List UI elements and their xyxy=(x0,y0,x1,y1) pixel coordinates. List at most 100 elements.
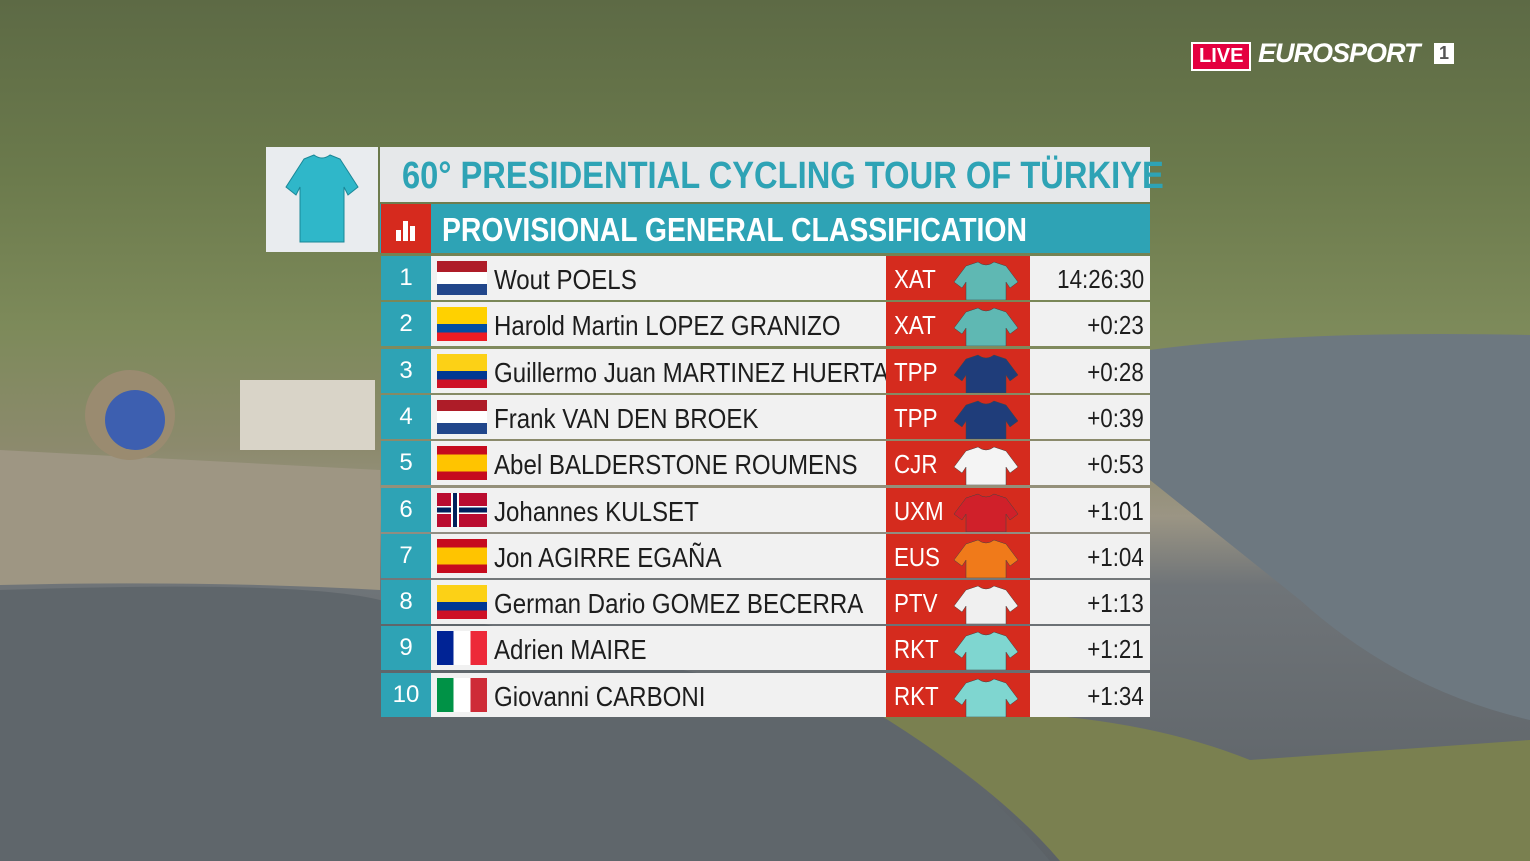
time-cell: +1:13 xyxy=(1030,580,1150,625)
table-row: 1 Wout POELS XAT 14:26:30 xyxy=(381,256,1150,301)
rank: 1 xyxy=(381,256,431,300)
team-code: TPP xyxy=(894,356,938,387)
rank: 5 xyxy=(381,441,431,486)
flag xyxy=(437,307,487,342)
rank: 4 xyxy=(381,394,431,439)
table-row: 2 Harold Martin LOPEZ GRANIZO XAT +0:23 xyxy=(381,302,1150,347)
team-cell: XAT xyxy=(886,256,1030,301)
live-badge: LIVE xyxy=(1191,42,1252,71)
beach xyxy=(0,450,380,590)
team-jersey xyxy=(948,492,1024,532)
rider-cell: Wout POELS xyxy=(431,256,886,300)
rider-cell: Abel BALDERSTONE ROUMENS xyxy=(431,441,886,486)
shore xyxy=(880,712,1530,861)
flag xyxy=(437,353,487,388)
team-jersey xyxy=(948,677,1024,717)
table-row: 8 German Dario GOMEZ BECERRA PTV +1:13 xyxy=(381,580,1150,625)
time-cell: +1:34 xyxy=(1030,672,1150,717)
time-cell: +0:39 xyxy=(1030,394,1150,439)
team-jersey xyxy=(948,353,1024,393)
table-row: 4 Frank VAN DEN BROEK TPP +0:39 xyxy=(381,394,1150,440)
rank: 9 xyxy=(381,626,431,671)
rank: 6 xyxy=(381,487,431,532)
time-gap: +1:01 xyxy=(1087,495,1144,526)
flag xyxy=(437,261,487,295)
jersey-icon xyxy=(285,154,359,243)
rank: 2 xyxy=(381,302,431,347)
time-gap: +1:13 xyxy=(1087,588,1144,619)
team-cell: XAT xyxy=(886,302,1030,347)
leader-jersey xyxy=(266,147,378,252)
rider-cell: Giovanni CARBONI xyxy=(431,672,886,717)
team-cell: EUS xyxy=(886,533,1030,579)
time-cell: 14:26:30 xyxy=(1030,256,1150,300)
rider-name: Adrien MAIRE xyxy=(494,634,647,666)
flag xyxy=(437,677,487,712)
rider-cell: Frank VAN DEN BROEK xyxy=(431,394,886,439)
rider-name: Giovanni CARBONI xyxy=(494,680,706,712)
flag xyxy=(437,399,487,434)
rank: 3 xyxy=(381,348,431,393)
rank: 7 xyxy=(381,533,431,578)
team-jersey xyxy=(948,445,1024,486)
rider-cell: Adrien MAIRE xyxy=(431,626,886,671)
subtitle-bar: PROVISIONAL GENERAL CLASSIFICATION xyxy=(380,204,1150,253)
team-cell: RKT xyxy=(886,626,1030,671)
time-cell: +0:23 xyxy=(1030,302,1150,347)
team-code: RKT xyxy=(894,634,939,665)
table-row: 10 Giovanni CARBONI RKT +1:34 xyxy=(381,672,1150,717)
time-gap: +0:23 xyxy=(1087,310,1144,341)
rider-cell: Harold Martin LOPEZ GRANIZO xyxy=(431,302,886,347)
rider-cell: Guillermo Juan MARTINEZ HUERTAS xyxy=(431,348,905,393)
dome-inner xyxy=(105,390,165,450)
team-code: RKT xyxy=(894,680,939,711)
time-cell: +0:53 xyxy=(1030,441,1150,486)
team-cell: CJR xyxy=(886,441,1030,486)
table-row: 9 Adrien MAIRE RKT +1:21 xyxy=(381,626,1150,671)
time-gap: +0:53 xyxy=(1087,449,1144,480)
team-code: EUS xyxy=(894,541,940,572)
team-cell: TPP xyxy=(886,394,1030,440)
chart-icon xyxy=(381,204,431,253)
team-jersey xyxy=(948,584,1024,625)
rider-name: Harold Martin LOPEZ GRANIZO xyxy=(494,310,841,342)
rider-cell: Johannes KULSET xyxy=(431,487,886,532)
team-cell: TPP xyxy=(886,348,1030,393)
team-jersey xyxy=(948,306,1024,347)
rank: 8 xyxy=(381,580,431,625)
building xyxy=(240,380,375,450)
team-jersey xyxy=(948,399,1024,440)
time-gap: 14:26:30 xyxy=(1056,264,1144,294)
time-cell: +0:28 xyxy=(1030,348,1150,393)
time-gap: +1:34 xyxy=(1087,680,1144,711)
subtitle: PROVISIONAL GENERAL CLASSIFICATION xyxy=(442,211,1028,248)
table-row: 6 Johannes KULSET UXM +1:01 xyxy=(381,487,1150,532)
title: 60° PRESIDENTIAL CYCLING TOUR OF TÜRKIYE xyxy=(402,155,1164,197)
flag xyxy=(437,446,487,481)
team-code: XAT xyxy=(894,310,936,341)
team-jersey xyxy=(948,630,1024,671)
flag xyxy=(437,585,487,620)
team-cell: UXM xyxy=(886,487,1030,532)
team-code: TPP xyxy=(894,402,938,433)
sea xyxy=(0,586,1050,861)
rider-name: German Dario GOMEZ BECERRA xyxy=(494,588,864,620)
title-bar: 60° PRESIDENTIAL CYCLING TOUR OF TÜRKIYE xyxy=(380,147,1164,202)
channel-number: 1 xyxy=(1434,43,1455,64)
rank: 10 xyxy=(381,672,431,717)
rider-name: Guillermo Juan MARTINEZ HUERTAS xyxy=(494,356,905,388)
time-gap: +1:21 xyxy=(1087,634,1144,665)
flag xyxy=(437,538,487,573)
rider-name: Abel BALDERSTONE ROUMENS xyxy=(494,449,858,481)
time-cell: +1:01 xyxy=(1030,487,1150,532)
team-jersey xyxy=(948,538,1024,579)
rider-name: Johannes KULSET xyxy=(494,495,699,527)
table-row: 5 Abel BALDERSTONE ROUMENS CJR +0:53 xyxy=(381,441,1150,486)
time-cell: +1:21 xyxy=(1030,626,1150,671)
time-cell: +1:04 xyxy=(1030,533,1150,578)
team-code: XAT xyxy=(894,264,936,294)
rider-cell: German Dario GOMEZ BECERRA xyxy=(431,580,886,625)
team-code: CJR xyxy=(894,449,938,480)
